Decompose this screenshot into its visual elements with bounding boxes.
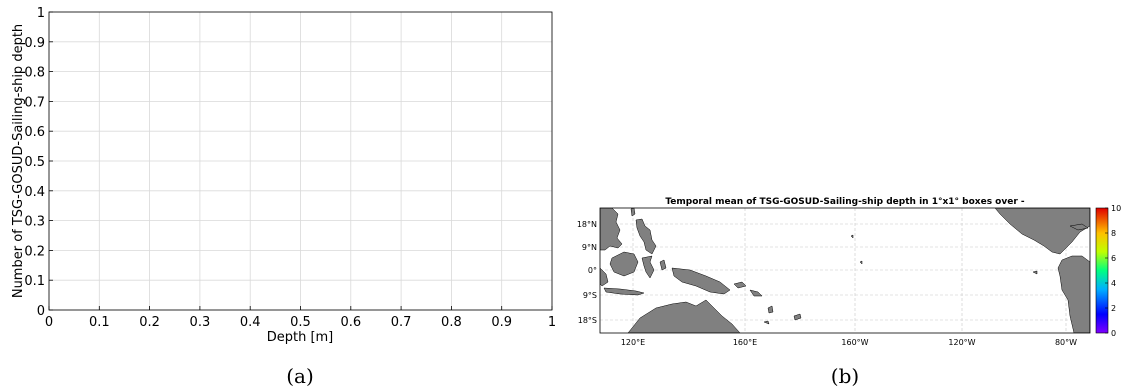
- colorbar-tick-label: 10: [1111, 204, 1121, 213]
- chart-a-y-tick-label: 0.7: [24, 95, 45, 110]
- chart-a-x-tick-label: 0.5: [290, 315, 311, 330]
- land-south-america: [1057, 255, 1090, 333]
- chart-a-x-tick-label: 0.1: [89, 315, 110, 330]
- chart-a-x-axis-label: Depth [m]: [267, 330, 334, 345]
- colorbar-tick-label: 8: [1111, 229, 1116, 238]
- chart-a-x-tick-label: 0.2: [139, 315, 160, 330]
- chart-a-x-tick-label: 1: [548, 315, 556, 330]
- map-lon-tick-label: 80°W: [1055, 338, 1077, 347]
- chart-b-title: Temporal mean of TSG-GOSUD-Sailing-ship …: [665, 197, 1025, 207]
- chart-a-y-tick-label: 0.6: [24, 125, 45, 140]
- land-sumatra: [600, 267, 609, 287]
- chart-a-x-tick-label: 0.9: [491, 315, 512, 330]
- land-pacific-islands: [763, 305, 802, 325]
- chart-a-x-tick-label: 0.8: [441, 315, 462, 330]
- chart-a-frame: [48, 11, 553, 311]
- land-north-america: [994, 208, 1090, 255]
- caption-a: (a): [286, 364, 314, 388]
- chart-a-y-tick-label: 0.8: [24, 66, 45, 81]
- colorbar-tick-label: 2: [1111, 304, 1116, 313]
- land-moluccas: [659, 259, 667, 271]
- map-lat-ticks: 18°N 9°N 0° 9°S 18°S: [577, 220, 597, 325]
- map-lat-tick-label: 18°S: [578, 316, 597, 325]
- chart-a-y-tick-label: 1: [37, 6, 45, 21]
- chart-a: 0 0.1 0.2 0.3 0.4 0.5 0.6 0.7 0.8 0.9 1 0 0.1 0.2 0.3…: [11, 6, 556, 345]
- map-lat-tick-label: 18°N: [577, 220, 597, 229]
- land-solomons: [733, 281, 763, 297]
- map-lon-tick-label: 120°W: [948, 338, 975, 347]
- land-australia: [627, 299, 741, 333]
- map-lon-ticks: 120°E 160°E 160°W 120°W 80°W: [621, 338, 1077, 347]
- chart-a-y-tick-label: 0.9: [24, 36, 45, 51]
- land-borneo: [609, 251, 639, 277]
- chart-a-y-axis-label: Number of TSG-GOSUD-Sailing-ship depth: [11, 24, 26, 298]
- land-philippines: [635, 218, 657, 255]
- map-land: [600, 208, 1090, 333]
- chart-a-y-tick-label: 0.4: [24, 185, 45, 200]
- chart-a-y-tick-label: 0.2: [24, 244, 45, 259]
- chart-a-x-tick-label: 0.4: [240, 315, 261, 330]
- map-lat-tick-label: 9°S: [583, 291, 597, 300]
- land-galapagos: [1032, 270, 1038, 275]
- land-hawaii: [850, 234, 863, 265]
- chart-a-x-ticks: 0 0.1 0.2 0.3 0.4 0.5 0.6 0.7 0.8 0.9 1: [45, 306, 556, 330]
- colorbar: [1095, 207, 1109, 334]
- chart-a-x-tick-label: 0.7: [391, 315, 412, 330]
- chart-a-y-tick-label: 0.5: [24, 155, 45, 170]
- map-lat-tick-label: 9°N: [582, 243, 597, 252]
- chart-a-x-tick-label: 0.3: [190, 315, 211, 330]
- chart-a-y-tick-label: 0: [37, 304, 45, 319]
- map-lon-tick-label: 160°E: [733, 338, 757, 347]
- land-java: [603, 287, 645, 296]
- chart-a-y-tick-label: 0.3: [24, 215, 45, 230]
- map-lat-tick-label: 0°: [588, 266, 597, 275]
- colorbar-tick-label: 4: [1111, 279, 1116, 288]
- map-frame: [599, 207, 1091, 334]
- map-lon-tick-label: 160°W: [841, 338, 868, 347]
- map-lon-tick-label: 120°E: [621, 338, 645, 347]
- caption-b: (b): [831, 364, 859, 388]
- land-sulawesi: [641, 255, 655, 279]
- land-asia: [600, 208, 623, 251]
- land-new-guinea: [671, 267, 731, 295]
- colorbar-tick-label: 6: [1111, 254, 1116, 263]
- chart-b: Temporal mean of TSG-GOSUD-Sailing-ship …: [577, 197, 1121, 347]
- land-caribbean: [1069, 223, 1089, 231]
- chart-a-y-tick-label: 0.1: [24, 274, 45, 289]
- chart-a-x-tick-label: 0: [45, 315, 53, 330]
- colorbar-tick-label: 0: [1111, 329, 1116, 338]
- chart-a-x-tick-label: 0.6: [340, 315, 361, 330]
- chart-a-y-ticks: 0 0.1 0.2 0.3 0.4 0.5 0.6 0.7 0.8 0.9 1: [24, 6, 53, 319]
- colorbar-ticks: 0 2 4 6 8 10: [1105, 204, 1121, 338]
